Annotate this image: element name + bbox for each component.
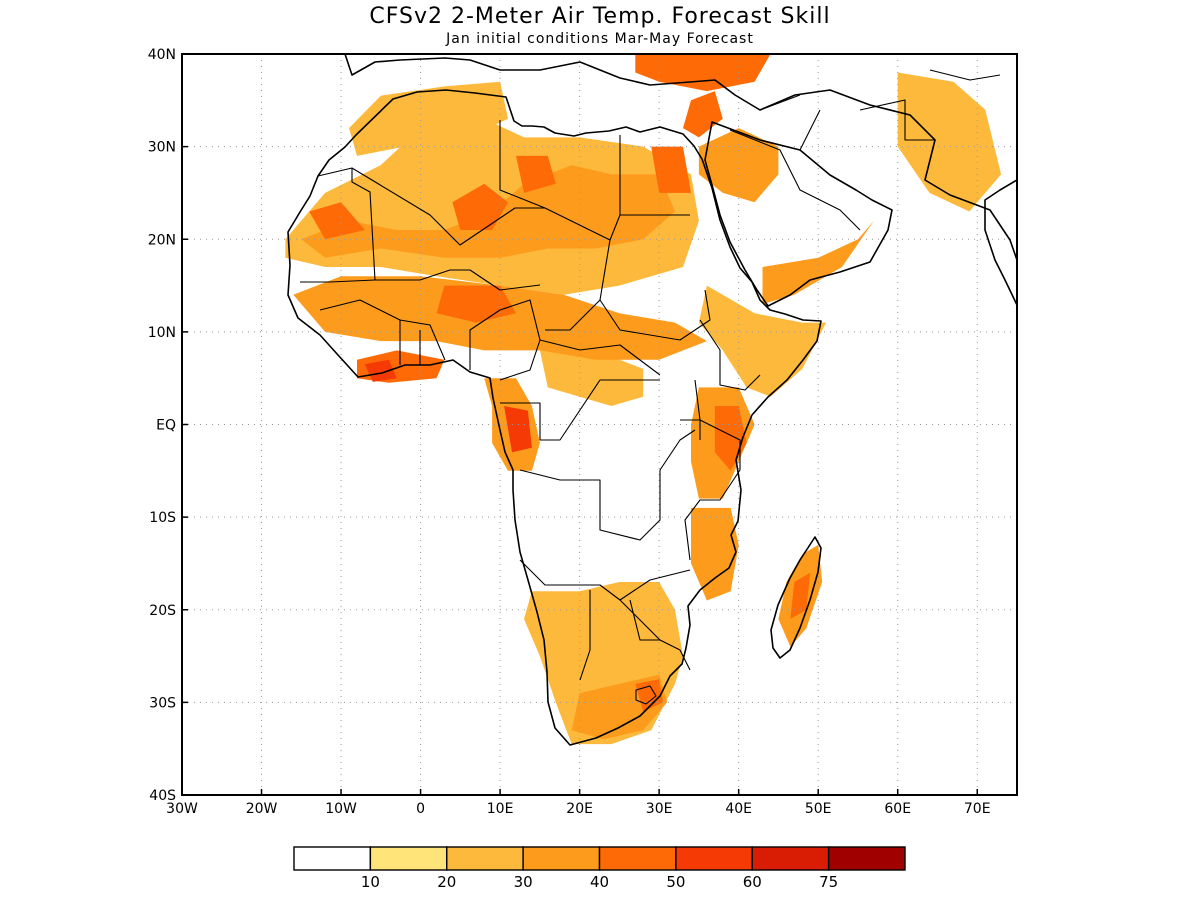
y-tick-label: 10N (148, 325, 176, 341)
y-tick-label: 30S (149, 695, 176, 711)
colorbar-label: 20 (437, 873, 456, 891)
skill-region-congo-hot (504, 406, 532, 453)
india-coastline (984, 179, 1017, 306)
map-plot-area (182, 54, 1017, 795)
border-congo-basin (519, 429, 696, 541)
country-borders (300, 69, 1001, 705)
skill-region-arabia-south (762, 220, 874, 305)
colorbar-bin-7 (827, 846, 906, 871)
y-tick-label: 30N (148, 140, 176, 156)
border-lesotho (635, 685, 657, 705)
colorbar-label: 10 (361, 873, 380, 891)
x-tick-label: 20W (246, 801, 278, 817)
skill-region-horn (698, 285, 827, 397)
colorbar-bin-2 (446, 846, 524, 871)
border-central (500, 339, 661, 441)
skill-region-madagascar-hot (790, 572, 811, 619)
skill-region-sahel-warm (436, 285, 516, 323)
colorbar-label: 75 (819, 873, 838, 891)
skill-region-sahara-hot-4 (651, 146, 691, 193)
border-sudan (545, 239, 711, 341)
eurasia-coastline (344, 54, 1017, 261)
x-tick-label: 60E (884, 801, 911, 817)
y-tick-label: 40S (149, 788, 176, 804)
x-tick-label: 30E (646, 801, 673, 817)
colorbar-legend: 10 20 30 40 50 60 75 (293, 846, 906, 891)
colorbar-bin-6 (751, 846, 830, 871)
colorbar-label: 50 (666, 873, 685, 891)
skill-region-gulf-guinea-hot (364, 359, 397, 382)
colorbar-bin-4 (598, 846, 677, 871)
skill-region-maghreb (349, 81, 508, 156)
border-arabia (729, 94, 861, 231)
skill-region-east-coast (714, 406, 747, 471)
colorbar-bin-5 (675, 846, 753, 871)
coastlines (287, 54, 1017, 746)
skill-region-tanzania-moz (691, 507, 739, 601)
skill-region-sahara-hot-2 (516, 155, 556, 193)
colorbar-bin-0 (293, 846, 372, 871)
skill-region-central-band (539, 350, 644, 406)
skill-region-levant-hot (683, 91, 723, 138)
border-west-sahara (317, 167, 376, 281)
y-tick-label: 20N (148, 232, 176, 248)
border-nigeria-cameroon (469, 299, 541, 381)
border-mali-algeria (351, 167, 545, 246)
x-tick-label: 0 (416, 801, 425, 817)
border-east-lakes (680, 419, 741, 561)
skill-region-iran-india (897, 72, 1002, 212)
colorbar-bin-3 (522, 846, 601, 871)
colorbar-label: 30 (514, 873, 533, 891)
colorbar-label: 60 (743, 873, 762, 891)
border-libya-chad (499, 120, 621, 241)
skill-region-turkey-med (635, 54, 771, 92)
y-axis: 40N 30N 20N 10N EQ 10S 20S 30S 40S (148, 47, 188, 804)
border-west-coast-states (319, 299, 446, 365)
y-tick-label: EQ (156, 418, 176, 434)
border-iran (859, 69, 1001, 141)
border-angola-namibia (519, 559, 691, 601)
arabia-coastline (704, 121, 893, 307)
x-axis: 30W 20W 10W 0 10E 20E 30E 40E 50E 60E 70E (166, 789, 991, 817)
border-southern (579, 590, 691, 681)
x-tick-label: 40E (725, 801, 752, 817)
x-tick-label: 30W (166, 801, 198, 817)
x-tick-label: 70E (964, 801, 991, 817)
colorbar-label: 40 (590, 873, 609, 891)
colorbar-bin-1 (369, 846, 448, 871)
figure-subtitle: Jan initial conditions Mar-May Forecast (445, 31, 754, 47)
figure-title: CFSv2 2-Meter Air Temp. Forecast Skill (369, 4, 830, 29)
skill-region-sahara-hot-3 (309, 202, 365, 240)
y-tick-label: 40N (148, 47, 176, 63)
x-tick-label: 50E (805, 801, 832, 817)
madagascar-coastline (770, 536, 822, 659)
skill-region-sahara-hot-1 (452, 183, 508, 230)
y-tick-label: 20S (149, 603, 176, 619)
skill-region-lesotho-hot (635, 679, 664, 712)
x-tick-label: 20E (566, 801, 593, 817)
y-tick-label: 10S (149, 510, 176, 526)
skill-region-sahara-core (301, 165, 675, 258)
x-tick-label: 10W (325, 801, 357, 817)
africa-coastline (287, 89, 822, 746)
x-tick-label: 10E (487, 801, 514, 817)
border-sahel-west (300, 269, 541, 291)
